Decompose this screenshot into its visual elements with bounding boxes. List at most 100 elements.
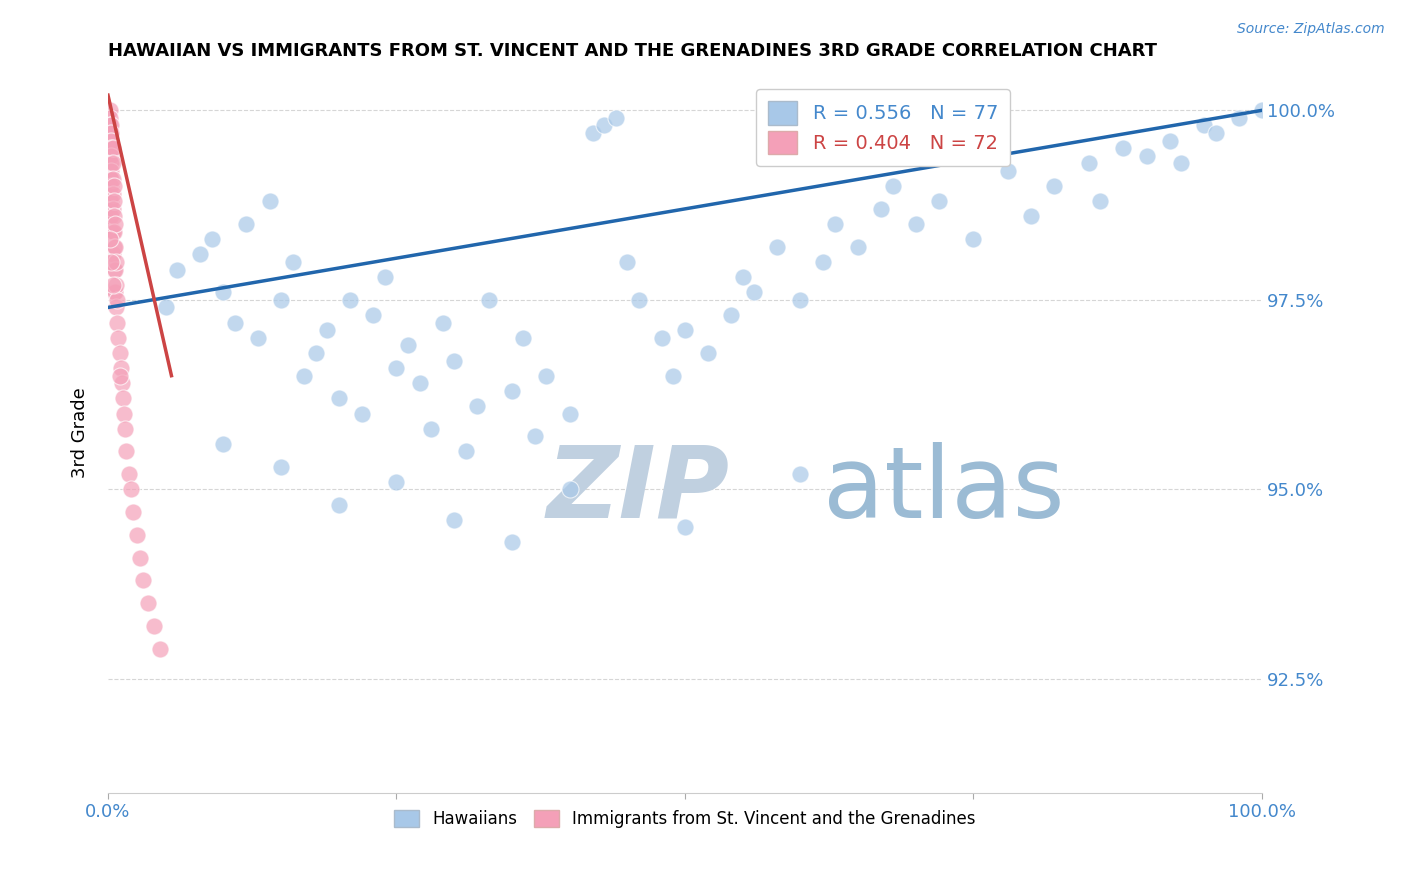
Point	[100, 126, 122, 140]
Point	[328, 392, 350, 406]
Point	[101, 225, 124, 239]
Point	[627, 293, 650, 307]
Point	[1192, 119, 1215, 133]
Point	[385, 361, 408, 376]
Point	[98, 149, 121, 163]
Point	[98, 179, 121, 194]
Point	[1135, 149, 1157, 163]
Point	[882, 179, 904, 194]
Point	[138, 596, 160, 610]
Point	[374, 270, 396, 285]
Point	[478, 293, 501, 307]
Point	[870, 202, 893, 216]
Point	[114, 422, 136, 436]
Point	[101, 141, 124, 155]
Point	[101, 202, 124, 216]
Point	[101, 247, 124, 261]
Point	[582, 126, 605, 140]
Point	[104, 217, 127, 231]
Point	[558, 407, 581, 421]
Point	[98, 103, 121, 118]
Point	[316, 323, 339, 337]
Point	[103, 225, 125, 239]
Point	[962, 232, 984, 246]
Point	[101, 186, 124, 201]
Point	[1159, 134, 1181, 148]
Point	[408, 376, 430, 391]
Point	[673, 520, 696, 534]
Point	[105, 316, 128, 330]
Point	[246, 331, 269, 345]
Point	[1227, 111, 1250, 125]
Point	[98, 156, 121, 170]
Point	[103, 285, 125, 300]
Point	[100, 156, 122, 170]
Point	[100, 134, 122, 148]
Point	[997, 164, 1019, 178]
Point	[212, 437, 235, 451]
Point	[813, 255, 835, 269]
Point	[270, 293, 292, 307]
Point	[1170, 156, 1192, 170]
Point	[1077, 156, 1099, 170]
Point	[100, 164, 122, 178]
Point	[122, 505, 145, 519]
Point	[305, 346, 328, 360]
Text: HAWAIIAN VS IMMIGRANTS FROM ST. VINCENT AND THE GRENADINES 3RD GRADE CORRELATION: HAWAIIAN VS IMMIGRANTS FROM ST. VINCENT …	[108, 42, 1157, 60]
Point	[789, 293, 811, 307]
Point	[98, 194, 121, 209]
Point	[98, 232, 121, 246]
Point	[149, 641, 172, 656]
Point	[107, 331, 129, 345]
Point	[259, 194, 281, 209]
Point	[651, 331, 673, 345]
Point	[605, 111, 627, 125]
Point	[443, 353, 465, 368]
Point	[1205, 126, 1227, 140]
Point	[100, 194, 122, 209]
Point	[129, 550, 152, 565]
Point	[281, 255, 304, 269]
Point	[98, 210, 121, 224]
Y-axis label: 3rd Grade: 3rd Grade	[72, 387, 89, 478]
Point	[105, 301, 128, 315]
Point	[98, 111, 121, 125]
Point	[673, 323, 696, 337]
Point	[100, 149, 122, 163]
Point	[501, 384, 523, 398]
Point	[103, 240, 125, 254]
Point	[443, 513, 465, 527]
Point	[105, 255, 128, 269]
Text: Source: ZipAtlas.com: Source: ZipAtlas.com	[1237, 22, 1385, 37]
Point	[155, 301, 177, 315]
Point	[120, 483, 142, 497]
Point	[98, 141, 121, 155]
Point	[111, 376, 134, 391]
Text: atlas: atlas	[824, 442, 1064, 539]
Point	[103, 210, 125, 224]
Point	[454, 444, 477, 458]
Point	[465, 399, 488, 413]
Point	[1251, 103, 1274, 118]
Point	[188, 247, 211, 261]
Point	[523, 429, 546, 443]
Point	[501, 535, 523, 549]
Point	[98, 119, 121, 133]
Point	[292, 368, 315, 383]
Point	[100, 179, 122, 194]
Point	[103, 194, 125, 209]
Point	[432, 316, 454, 330]
Point	[111, 392, 134, 406]
Point	[101, 171, 124, 186]
Point	[100, 210, 122, 224]
Point	[593, 119, 616, 133]
Point	[104, 285, 127, 300]
Point	[101, 156, 124, 170]
Point	[103, 179, 125, 194]
Point	[420, 422, 443, 436]
Point	[616, 255, 638, 269]
Point	[697, 346, 720, 360]
Point	[98, 134, 121, 148]
Point	[105, 293, 128, 307]
Point	[125, 528, 148, 542]
